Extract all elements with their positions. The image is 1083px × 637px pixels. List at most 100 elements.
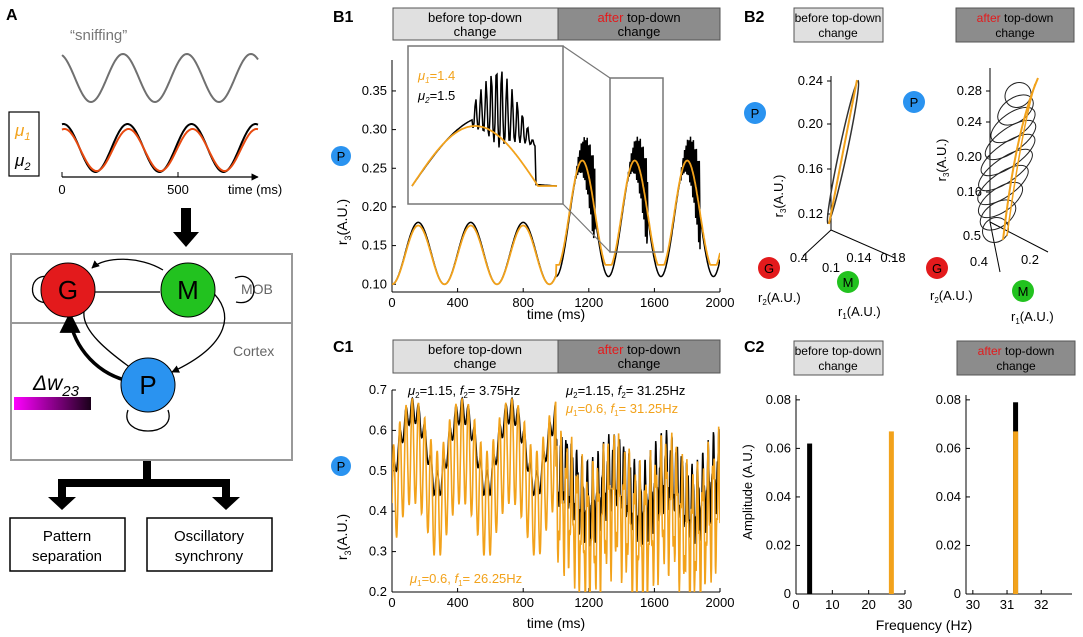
c2-left-bar-black — [807, 443, 813, 594]
c1-xtick-label: 1600 — [640, 595, 669, 610]
p-self-loop — [126, 409, 170, 432]
svg-text:before top-down: before top-down — [428, 342, 522, 357]
b2-left-orange-loop — [828, 79, 858, 225]
g-node — [40, 262, 96, 318]
b2-right-ylabel: r3(A.U.) — [934, 139, 951, 182]
c1-p-badge-label: P — [337, 459, 346, 474]
c2-left-ytick-label: 0.04 — [766, 489, 791, 504]
c2-right-bar-orange — [1013, 431, 1019, 594]
c2-left-ytick-label: 0.08 — [766, 392, 791, 407]
b2-left-black-loop — [826, 79, 860, 225]
b2-left-ytick-label: 0.20 — [798, 116, 823, 131]
c2-banner-after: after top-down change — [956, 340, 1076, 376]
b2-left-m-badge — [837, 271, 859, 293]
b2-right-r1-label: r1(A.U.) — [1011, 309, 1054, 326]
b2-right-m-label: M — [1018, 284, 1029, 299]
svg-text:before top-down: before top-down — [428, 10, 522, 25]
b2-right-ticks: 0.28 0.24 0.20 0.16 0.5 0.4 0.2 — [957, 83, 1039, 269]
oscillatory-synchrony-line1: Oscillatory — [174, 528, 245, 545]
b2-right-ytick-label: 0.28 — [957, 83, 982, 98]
panel-label-c2: C2 — [744, 339, 765, 356]
b1-ylabel: r3(A.U.) — [334, 199, 353, 245]
oscillatory-synchrony-box — [146, 517, 273, 572]
b2-right-orange-loop2 — [1006, 83, 1036, 237]
b2-left-p-label: P — [751, 106, 760, 121]
svg-text:before top-down: before top-down — [795, 344, 882, 358]
c2-xlabel: Frequency (Hz) — [876, 617, 972, 633]
c1-xtick-label: 2000 — [706, 595, 735, 610]
sniffing-label: “sniffing” — [70, 27, 127, 44]
svg-text:change: change — [454, 356, 497, 371]
p-node — [120, 357, 176, 413]
c1-ytick-label: 0.6 — [369, 422, 387, 437]
output-branch — [58, 479, 230, 487]
m-to-p-connection — [171, 289, 226, 373]
b2-left-m-label: M — [843, 275, 854, 290]
b1-ytick-label: 0.30 — [362, 122, 387, 137]
b2-right-ytick-label: 0.16 — [957, 184, 982, 199]
b1-banner-after: after top-down change — [557, 7, 721, 41]
c1-xtick-label: 800 — [512, 595, 534, 610]
b2-left-ylabel: r3(A.U.) — [771, 175, 788, 218]
c1-banner-before: before top-down change — [392, 339, 559, 374]
c1-xtick-label: 400 — [447, 595, 469, 610]
b1-xtick-label: 1200 — [574, 295, 603, 310]
p-node-label: P — [139, 370, 156, 400]
m-node — [160, 262, 216, 318]
c2-left-ytick-label: 0.06 — [766, 440, 791, 455]
c2-left-bar-orange — [888, 431, 894, 594]
m-self-loop — [234, 275, 255, 304]
c2-right-ytick-label: 0.06 — [936, 440, 961, 455]
c2-left-ytick-label: 0 — [784, 586, 791, 601]
b2-right-r2-tick: 0.5 — [963, 228, 981, 243]
svg-text:after top-down: after top-down — [597, 342, 680, 357]
sniffing-waveform — [61, 52, 259, 104]
b2-left-ytick-label: 0.12 — [798, 206, 823, 221]
b2-left-r2-label: r2(A.U.) — [758, 290, 801, 307]
c1-ytick-label: 0.3 — [369, 544, 387, 559]
panel-label-a: A — [6, 7, 18, 24]
arrow-down-icon — [48, 497, 76, 510]
c2-right-ytick-label: 0 — [954, 586, 961, 601]
b2-right-g-label: G — [932, 261, 942, 276]
svg-text:change: change — [818, 26, 858, 40]
b2-left-p-badge — [744, 102, 766, 124]
c1-axes: 0 400 800 1200 1600 2000 0.2 0.3 0.4 0.5 0.6 0.7 — [369, 382, 735, 610]
b1-inset-mu2-label: μ2=1.5 — [417, 88, 455, 105]
b2-left-r1-tick: 0.14 — [846, 250, 871, 265]
b2-right-orange-loop — [1002, 77, 1039, 241]
b2-right-r2-label: r2(A.U.) — [930, 288, 973, 305]
b1-p-badge — [331, 146, 351, 166]
b2-left-g-label: G — [764, 261, 774, 276]
time-axis-label: time (ms) — [228, 182, 282, 197]
b2-left-ticks: 0.24 0.20 0.16 0.12 0.14 0.18 0.1 0.4 — [790, 73, 906, 275]
b2-left-r1-tick: 0.18 — [880, 250, 905, 265]
b2-right-p-label: P — [910, 95, 919, 110]
c1-ytick-label: 0.4 — [369, 503, 387, 518]
c1-ann-after-black: μ2=1.15, f2= 31.25Hz — [565, 383, 685, 400]
c1-ytick-label: 0.7 — [369, 382, 387, 397]
pattern-separation-line1: Pattern — [43, 528, 91, 545]
c2-right-xtick-label: 31 — [1000, 597, 1014, 612]
b1-ytick-label: 0.15 — [362, 238, 387, 253]
b2-right-r1axis — [989, 221, 1049, 253]
b2-left-r2-tick: 0.4 — [790, 250, 808, 265]
p-to-g-connection — [59, 311, 129, 383]
b1-zoom-line — [562, 203, 611, 253]
c2-right-xtick-label: 30 — [966, 597, 980, 612]
c1-banner-after: after top-down change — [557, 339, 721, 374]
c2-left-xtick-label: 20 — [861, 597, 875, 612]
c2-right-xtick-label: 32 — [1034, 597, 1048, 612]
b2-left-ytick-label: 0.16 — [798, 161, 823, 176]
svg-text:change: change — [818, 359, 858, 373]
c1-mu1-line — [392, 398, 720, 592]
svg-text:change: change — [995, 26, 1035, 40]
c1-ytick-label: 0.5 — [369, 463, 387, 478]
b2-right-r2-tick: 0.4 — [970, 254, 988, 269]
c2-right-ytick-label: 0.02 — [936, 537, 961, 552]
b1-ytick-label: 0.10 — [362, 276, 387, 291]
c2-ylabel: Amplitude (A.U.) — [740, 444, 755, 539]
pattern-separation-box — [9, 517, 126, 572]
b2-banner-before: before top-down change — [793, 7, 884, 43]
